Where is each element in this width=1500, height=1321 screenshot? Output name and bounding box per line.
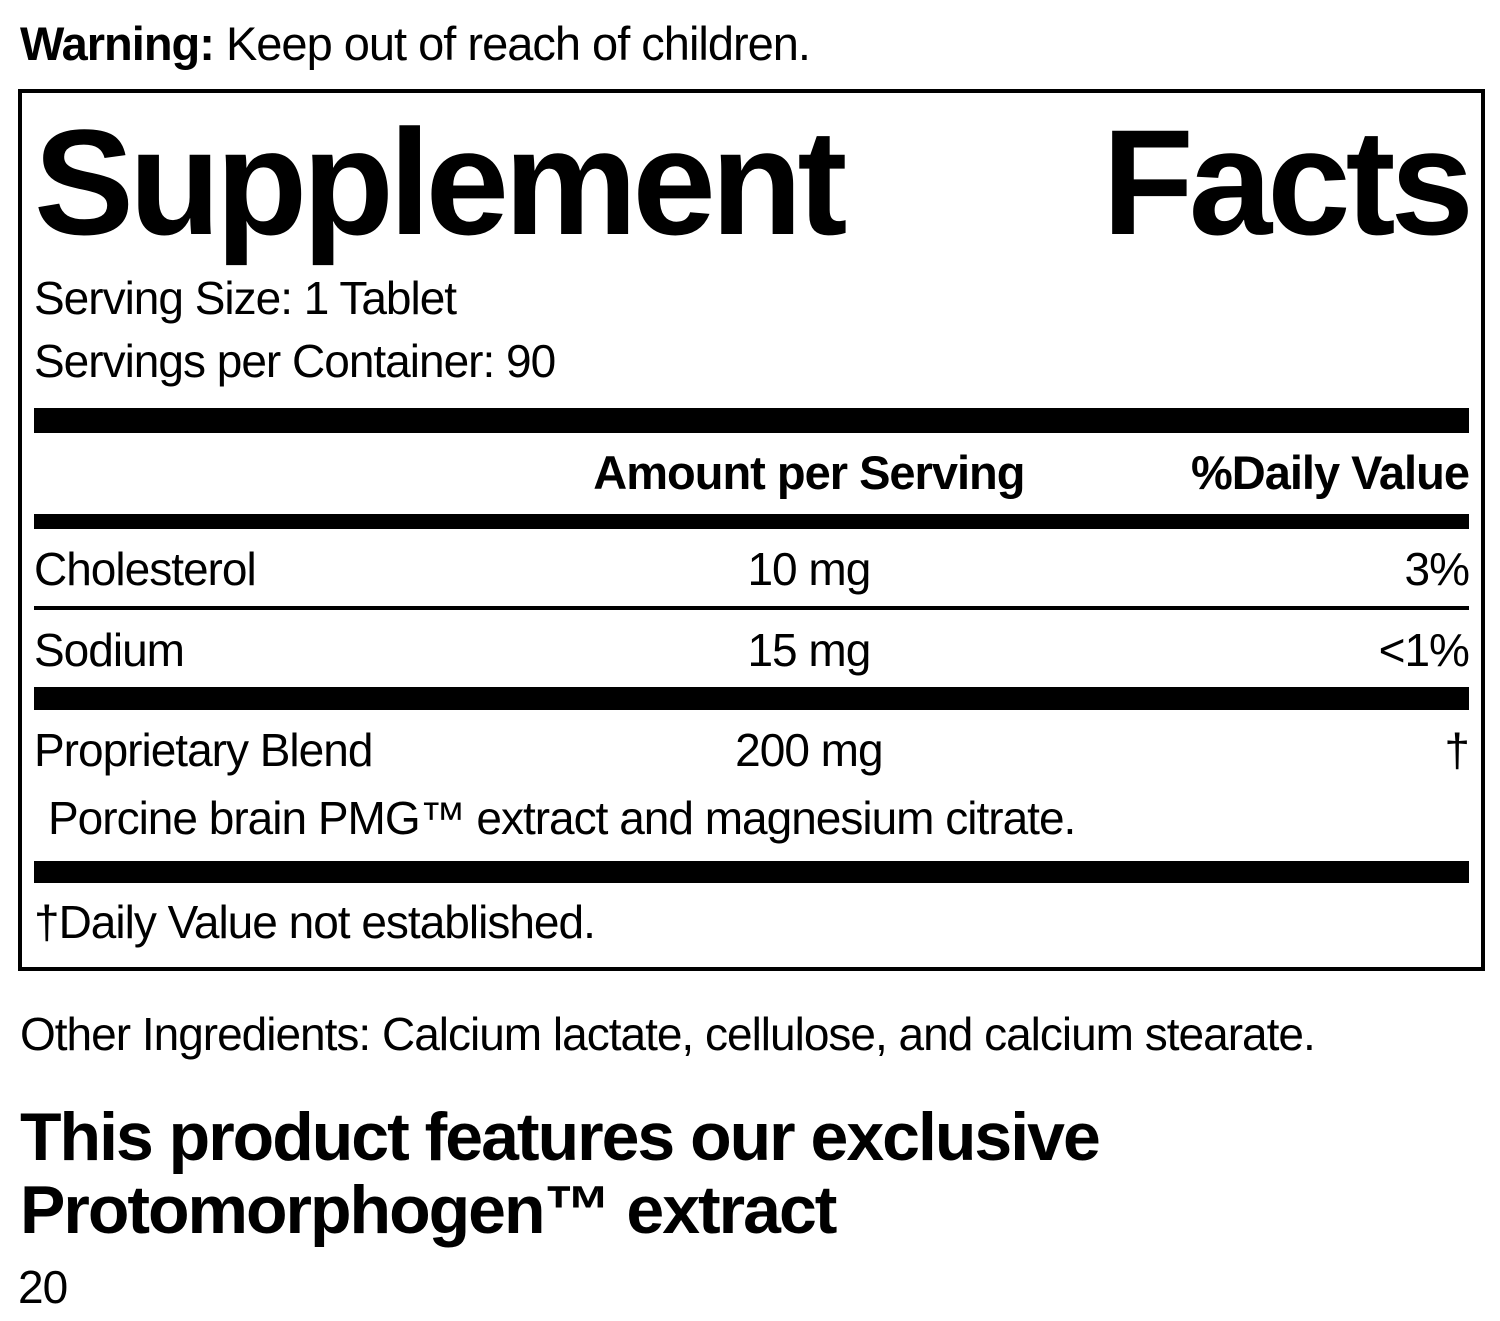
column-header-amount: Amount per Serving bbox=[593, 445, 1025, 499]
warning-text: Keep out of reach of children. bbox=[213, 17, 811, 70]
page-number: 20 bbox=[18, 1261, 68, 1314]
serving-size: Serving Size: 1 Tablet bbox=[34, 272, 457, 324]
nutrient-amount: 15 mg bbox=[747, 623, 871, 676]
other-ingredients-text: Other Ingredients: Calcium lactate, cell… bbox=[20, 1007, 1316, 1060]
table-row: Sodium 15 mg <1% bbox=[34, 610, 1470, 687]
serving-info: Serving Size: 1 Tablet Servings per Cont… bbox=[34, 267, 1469, 394]
feature-heading-line2: Protomorphogen™ extract bbox=[20, 1171, 837, 1248]
warning-line: Warning: Keep out of reach of children. bbox=[0, 0, 1500, 71]
nutrient-daily-value: 3% bbox=[1404, 542, 1469, 595]
nutrient-daily-value-dagger: † bbox=[1444, 723, 1470, 776]
proprietary-blend-description: Porcine brain PMG™ extract and magnesium… bbox=[48, 791, 1076, 844]
nutrient-amount: 10 mg bbox=[747, 542, 871, 595]
table-row: Cholesterol 10 mg 3% bbox=[34, 529, 1470, 610]
divider-bar-above-footnote bbox=[34, 860, 1469, 883]
nutrient-amount: 200 mg bbox=[735, 723, 883, 776]
feature-heading-line1: This product features our exclusive bbox=[20, 1098, 1101, 1175]
table-row: Proprietary Blend 200 mg † bbox=[34, 710, 1470, 787]
panel-title-word-supplement: Supplement bbox=[34, 98, 847, 266]
nutrient-name: Sodium bbox=[34, 623, 185, 676]
table-column-header: Amount per Serving %Daily Value bbox=[34, 433, 1470, 514]
column-header-daily-value: %Daily Value bbox=[1190, 445, 1470, 499]
panel-title-word-facts: Facts bbox=[1102, 98, 1474, 266]
panel-title: Supplement Facts bbox=[34, 93, 1474, 266]
feature-heading: This product features our exclusive Prot… bbox=[20, 1101, 1500, 1247]
divider-bar-above-blend bbox=[34, 686, 1469, 710]
daily-value-footnote: †Daily Value not established. bbox=[34, 895, 596, 948]
nutrient-name: Cholesterol bbox=[34, 542, 257, 595]
supplement-facts-panel: Supplement Facts Serving Size: 1 Tablet … bbox=[18, 89, 1485, 971]
warning-label: Warning: bbox=[20, 17, 215, 70]
divider-bar-thick-top bbox=[34, 407, 1469, 433]
servings-per-container: Servings per Container: 90 bbox=[34, 335, 556, 388]
nutrient-daily-value: <1% bbox=[1378, 623, 1470, 676]
nutrient-name: Proprietary Blend bbox=[34, 723, 373, 776]
divider-bar-below-header bbox=[34, 513, 1469, 529]
